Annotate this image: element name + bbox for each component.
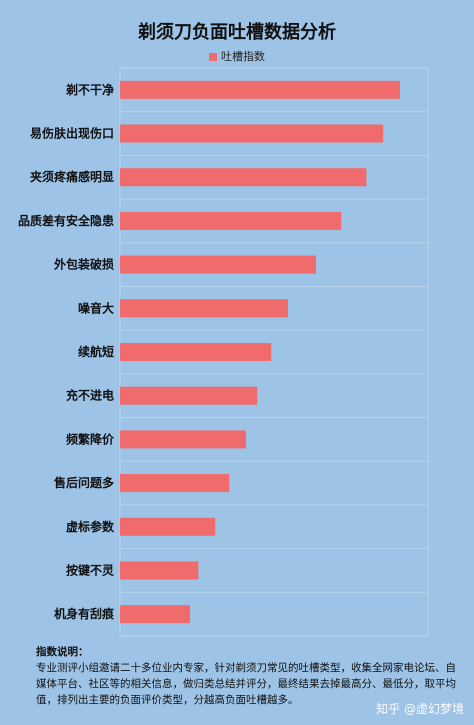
category-label: 续航短 bbox=[78, 344, 114, 359]
category-label: 充不进电 bbox=[66, 388, 114, 403]
legend-swatch bbox=[209, 53, 217, 61]
bar bbox=[120, 561, 199, 580]
bar bbox=[120, 80, 400, 99]
category-label: 品质差有安全隐患 bbox=[18, 213, 114, 228]
legend-label: 吐槽指数 bbox=[221, 50, 265, 63]
category-label: 售后问题多 bbox=[54, 475, 114, 490]
bar bbox=[120, 124, 384, 143]
bar bbox=[120, 168, 367, 187]
bar bbox=[120, 343, 272, 361]
watermark: 知乎 @虚幻梦境 bbox=[376, 702, 464, 716]
bar bbox=[120, 430, 246, 449]
notes: 指数说明： 专业测评小组邀请二十多位业内专家，针对剃须刀常见的吐槽类型，收集全网… bbox=[36, 644, 456, 708]
category-label: 虚标参数 bbox=[66, 519, 115, 534]
chart-title: 剃须刀负面吐槽数据分析 bbox=[138, 22, 336, 43]
bar-chart: 剃不干净易伤肤出现伤口夹须疼痛感明显品质差有安全隐患外包装破损噪音大续航短充不进… bbox=[18, 67, 429, 637]
bar bbox=[120, 299, 288, 318]
category-label: 按键不灵 bbox=[66, 562, 115, 577]
category-label: 易伤肤出现伤口 bbox=[30, 126, 114, 141]
category-label: 机身有刮痕 bbox=[54, 606, 115, 621]
notes-body: 专业测评小组邀请二十多位业内专家，针对剃须刀常见的吐槽类型，收集全网家电论坛、自… bbox=[36, 662, 456, 706]
bar bbox=[120, 386, 258, 405]
category-label: 剃不干净 bbox=[65, 82, 114, 97]
bar bbox=[120, 605, 190, 624]
category-label: 外包装破损 bbox=[54, 257, 114, 272]
bar bbox=[120, 474, 230, 493]
category-label: 噪音大 bbox=[78, 300, 114, 315]
category-label: 频繁降价 bbox=[66, 431, 115, 446]
bar bbox=[120, 211, 342, 230]
bar bbox=[120, 255, 316, 274]
notes-title: 指数说明： bbox=[36, 646, 89, 658]
legend: 吐槽指数 bbox=[0, 48, 474, 64]
category-label: 夹须疼痛感明显 bbox=[30, 169, 114, 184]
bar bbox=[120, 517, 216, 536]
